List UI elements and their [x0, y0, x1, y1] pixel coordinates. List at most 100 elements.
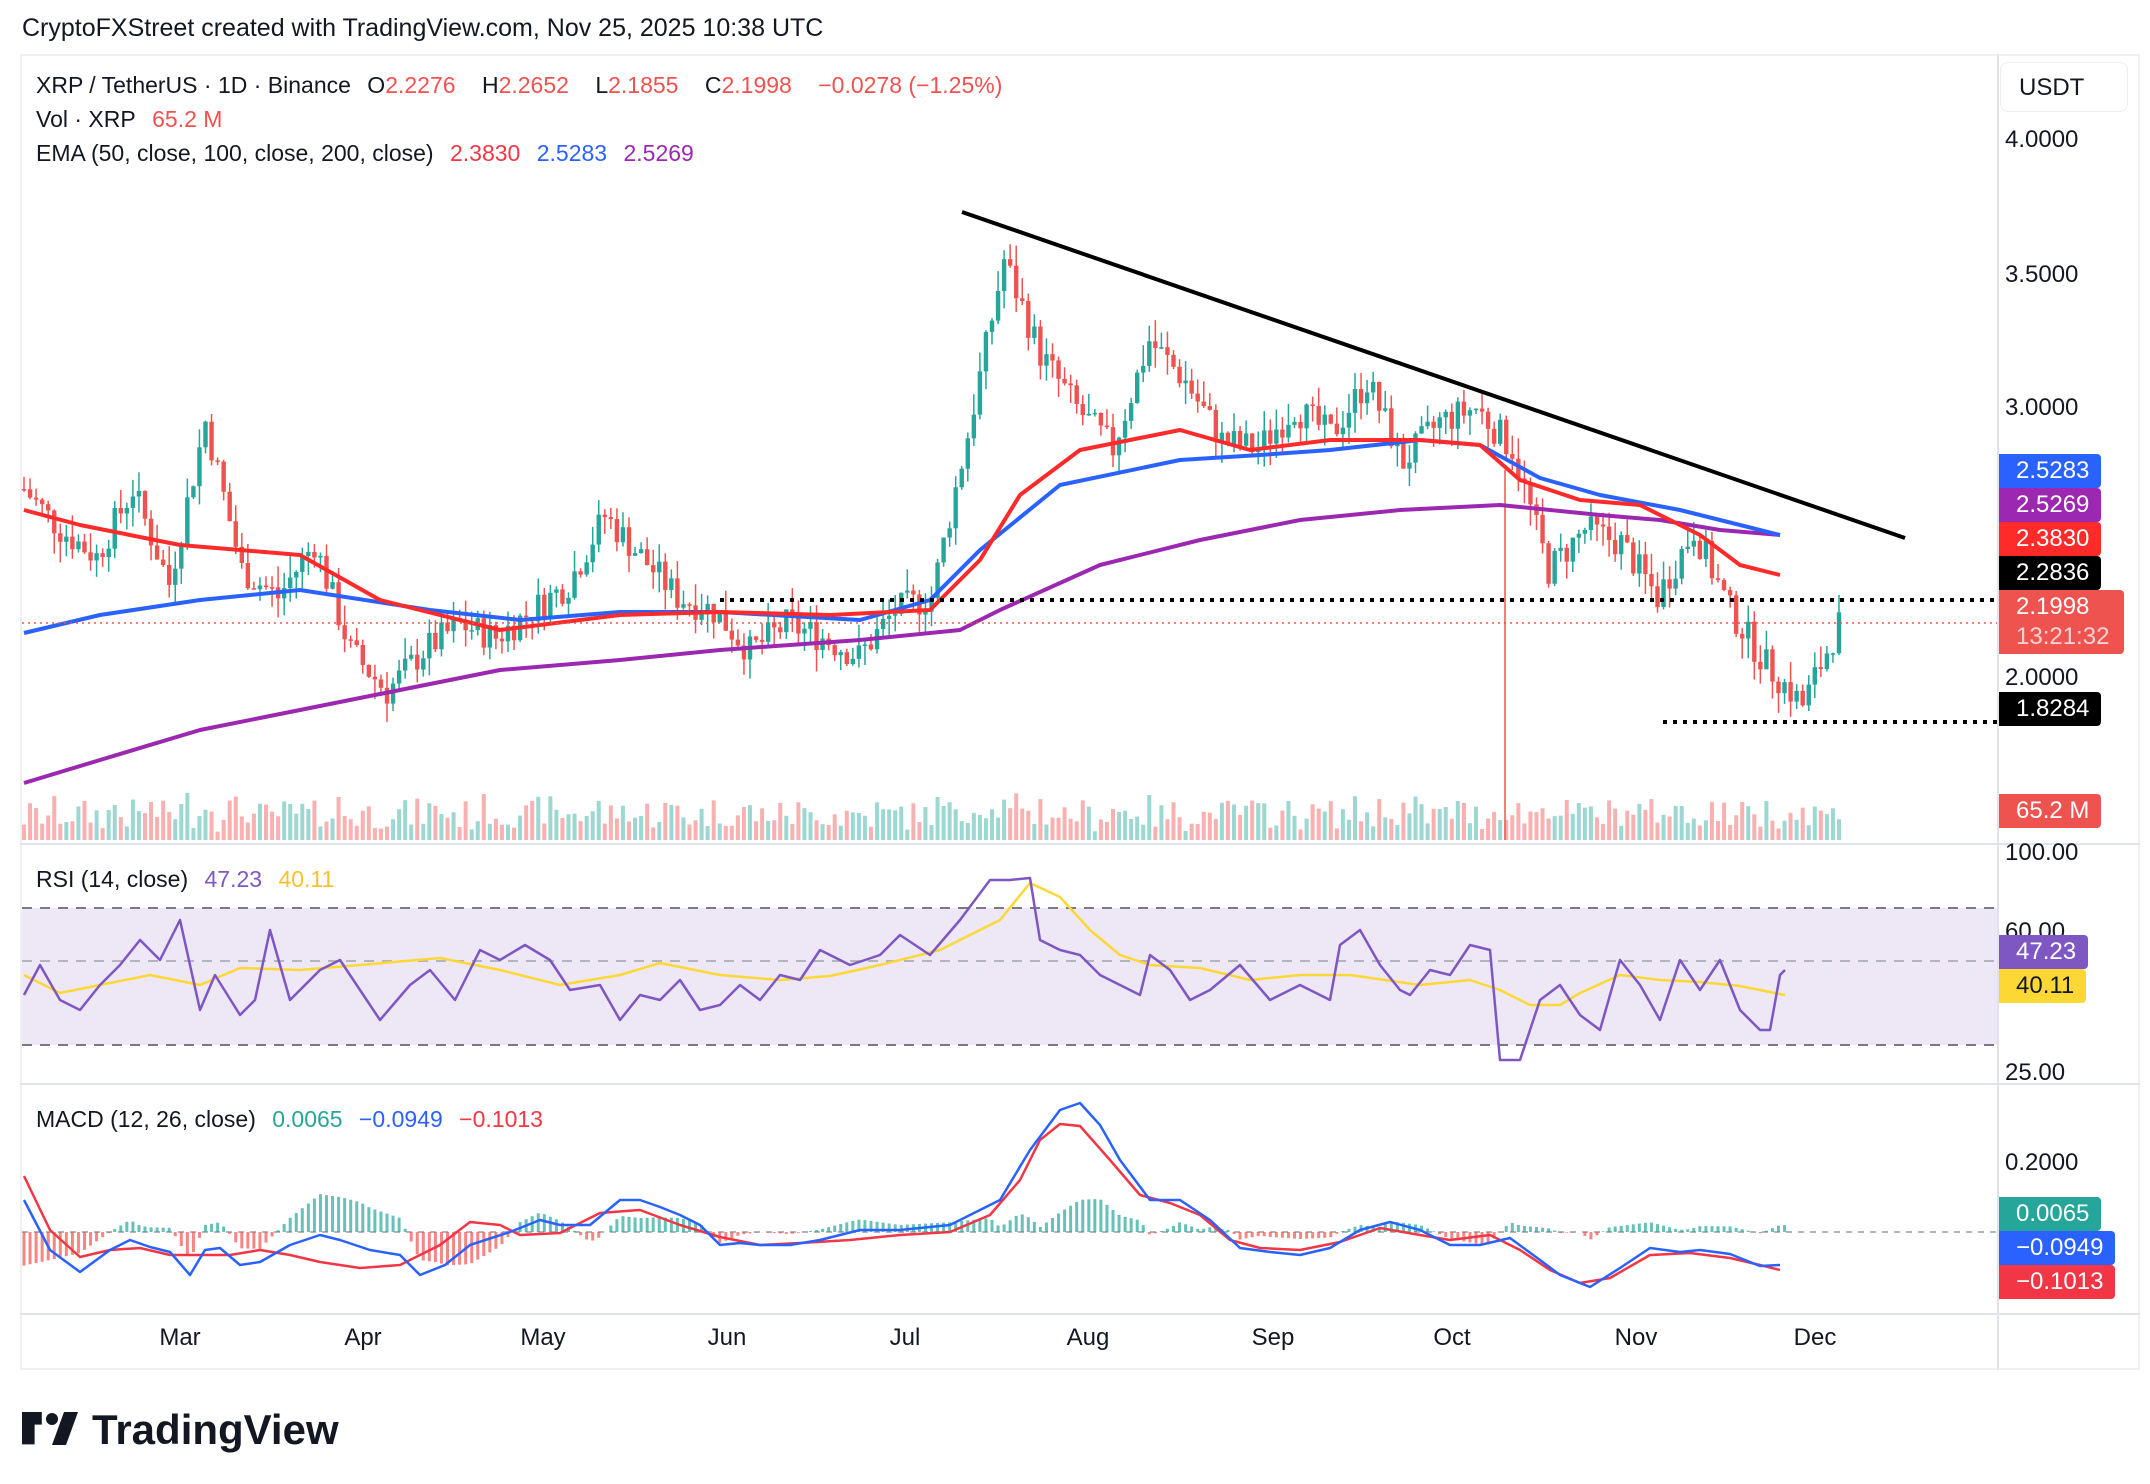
volume-bar — [983, 818, 988, 840]
macd-signal-value: −0.1013 — [459, 1106, 543, 1132]
volume-bar — [203, 809, 208, 840]
axis-tick-label: 3.5000 — [2005, 261, 2079, 288]
volume-value: 65.2 M — [152, 106, 223, 132]
candle-body — [1026, 301, 1031, 338]
volume-bar — [1353, 796, 1357, 840]
candle-body — [179, 544, 184, 569]
price-axis[interactable] — [1997, 54, 2140, 1370]
volume-legend[interactable]: Vol · XRP 65.2 M — [36, 106, 232, 133]
candle-body — [1510, 454, 1515, 459]
candle-body — [1322, 414, 1327, 425]
candle-body — [1812, 667, 1817, 685]
macd-histogram-bar — [1087, 1199, 1091, 1232]
macd-legend[interactable]: MACD (12, 26, close) 0.0065 −0.0949 −0.1… — [36, 1106, 553, 1133]
macd-histogram-bar — [742, 1232, 746, 1235]
currency-button[interactable]: USDT — [2000, 62, 2128, 112]
volume-bar — [1135, 816, 1140, 840]
countdown-timer: 13:21:32 — [2016, 623, 2110, 650]
macd-histogram-bar — [1607, 1227, 1611, 1232]
candle-body — [1116, 437, 1122, 456]
volume-bar — [1722, 802, 1727, 840]
volume-bar — [1074, 821, 1079, 840]
candle-body — [1504, 419, 1509, 455]
volume-bar — [717, 823, 722, 840]
volume-bar — [215, 831, 220, 840]
candle-body — [1746, 621, 1751, 639]
macd-histogram-bar — [1329, 1232, 1333, 1238]
macd-histogram-bar — [748, 1232, 752, 1234]
symbol-title[interactable]: XRP / TetherUS · 1D · Binance — [36, 72, 351, 98]
candle-body — [1715, 578, 1721, 581]
volume-bar — [1740, 801, 1745, 840]
candle-body — [245, 562, 251, 589]
volume-bar — [1437, 809, 1442, 840]
volume-bar — [1232, 804, 1236, 840]
candle-body — [1709, 540, 1715, 579]
candle-body — [1001, 259, 1007, 292]
volume-bar — [1824, 814, 1829, 840]
candle-body — [778, 627, 783, 633]
ema200-line — [23, 503, 1781, 785]
volume-bar — [608, 805, 613, 840]
macd-histogram-bar — [887, 1223, 891, 1232]
macd-histogram-bar — [161, 1227, 165, 1232]
macd-histogram-bar — [591, 1232, 595, 1241]
macd-histogram-bar — [663, 1217, 667, 1232]
macd-histogram-bar — [107, 1232, 111, 1233]
macd-histogram-bar — [554, 1219, 558, 1232]
symbol-legend[interactable]: XRP / TetherUS · 1D · Binance O2.2276 H2… — [36, 72, 1012, 99]
price-rsi-separator[interactable] — [20, 843, 2140, 845]
volume-bar — [548, 796, 553, 840]
candle-body — [197, 447, 202, 487]
volume-bar — [844, 810, 849, 840]
ema100-value: 2.5283 — [536, 140, 608, 166]
volume-bar — [1613, 808, 1618, 840]
rsi-macd-separator[interactable] — [20, 1083, 2140, 1085]
candle-body — [1818, 667, 1824, 670]
candle-body — [1516, 458, 1521, 479]
candle-body — [856, 645, 862, 659]
candle-body — [112, 508, 117, 549]
macd-time-separator — [20, 1313, 2140, 1315]
candle-body — [269, 587, 275, 589]
volume-bar — [1794, 819, 1799, 840]
candle-body — [1600, 524, 1606, 527]
macd-histogram-bar — [1510, 1222, 1514, 1232]
tradingview-logo[interactable]: TradingView — [22, 1406, 339, 1454]
volume-bar — [965, 822, 970, 840]
volume-bar — [191, 828, 196, 840]
volume-bar — [294, 813, 299, 840]
volume-bar — [1098, 819, 1103, 840]
volume-bar — [1346, 819, 1351, 840]
macd-signal-line — [22, 1122, 1781, 1285]
rsi-legend[interactable]: RSI (14, close) 47.23 40.11 — [36, 866, 344, 893]
volume-bar — [185, 792, 190, 840]
volume-bar — [1655, 822, 1660, 840]
candle-body — [1280, 429, 1285, 438]
ema-legend[interactable]: EMA (50, close, 100, close, 200, close) … — [36, 140, 704, 167]
candle-body — [1473, 408, 1479, 411]
ema200-value: 2.5269 — [623, 140, 694, 166]
candle-body — [989, 320, 995, 332]
candle-body — [288, 577, 293, 589]
volume-bar — [506, 824, 510, 840]
candle-body — [1758, 661, 1763, 670]
macd-histogram-bar — [373, 1209, 377, 1232]
macd-histogram-bar — [1147, 1232, 1151, 1235]
descending-trendline — [961, 210, 1906, 540]
macd-histogram-bar — [1704, 1226, 1708, 1232]
rsi-value: 47.23 — [204, 866, 263, 892]
volume-bar — [28, 803, 33, 840]
volume-bar — [566, 814, 571, 840]
volume-bar — [560, 817, 565, 840]
candle-body — [1582, 530, 1588, 534]
volume-bar — [1111, 809, 1115, 840]
macd-histogram-bar — [173, 1232, 177, 1237]
macd-histogram-bar — [1032, 1222, 1036, 1232]
macd-histogram-bar — [252, 1232, 256, 1249]
volume-bar — [953, 809, 958, 840]
volume-bar — [136, 811, 141, 840]
chart-frame — [20, 54, 2140, 1370]
candle-body — [608, 517, 614, 520]
